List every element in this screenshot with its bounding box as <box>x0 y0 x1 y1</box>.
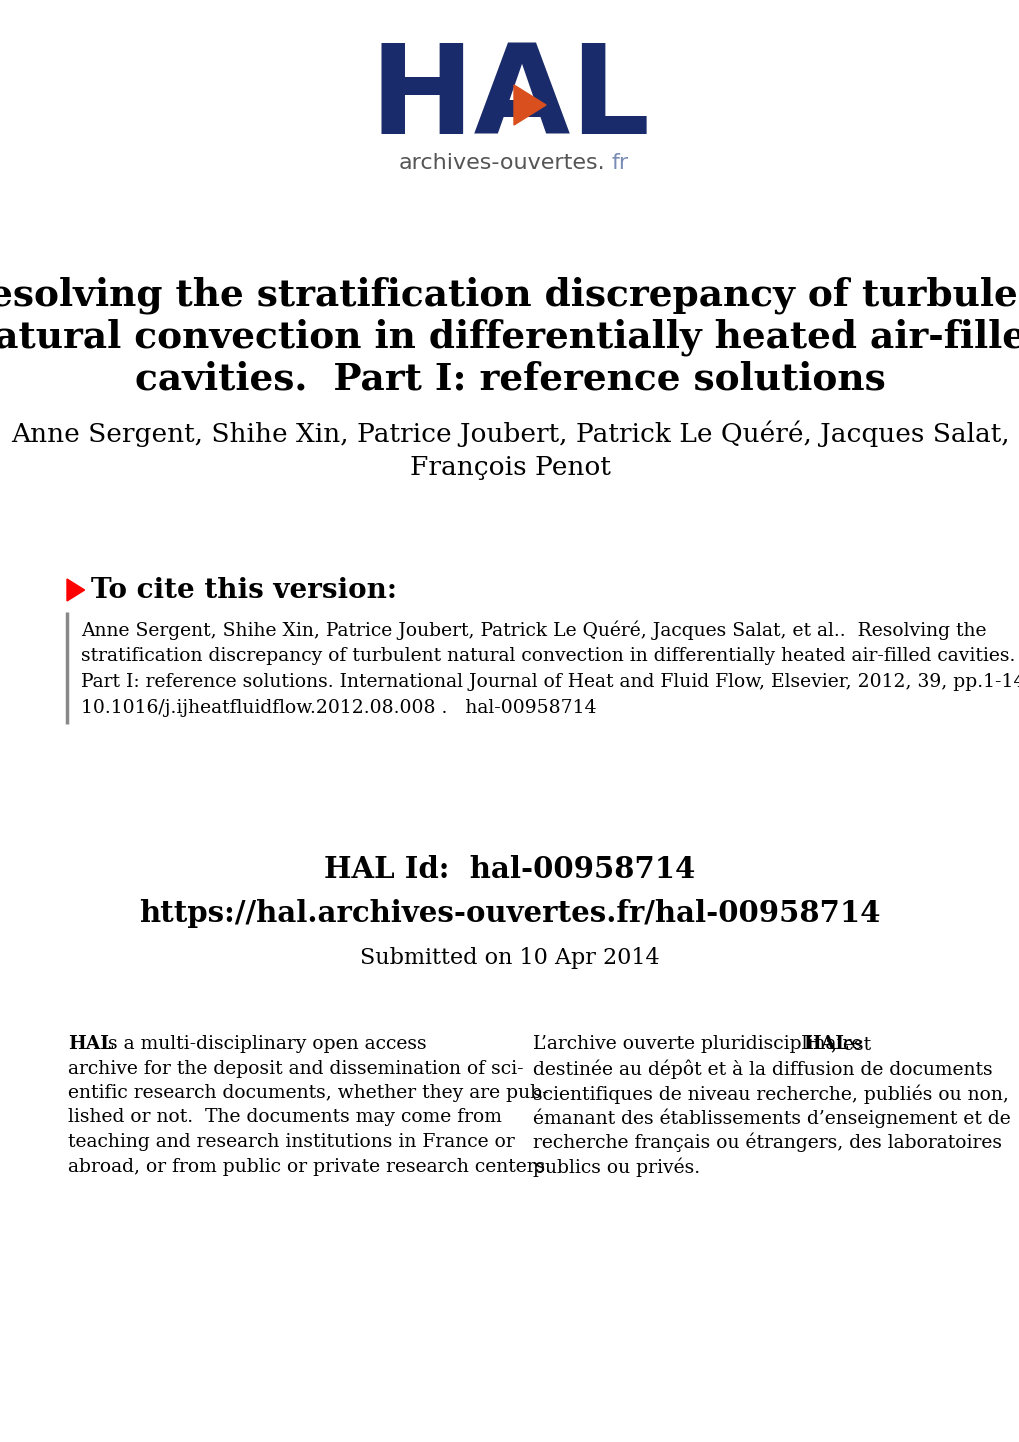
Text: destinée au dépôt et à la diffusion de documents: destinée au dépôt et à la diffusion de d… <box>533 1060 991 1079</box>
Text: cavities.  Part I: reference solutions: cavities. Part I: reference solutions <box>135 360 884 398</box>
Text: 10.1016/j.ijheatfluidflow.2012.08.008 .   hal-00958714: 10.1016/j.ijheatfluidflow.2012.08.008 . … <box>81 699 596 717</box>
Text: stratification discrepancy of turbulent natural convection in differentially hea: stratification discrepancy of turbulent … <box>81 647 1014 665</box>
Text: HAL Id:  hal-00958714: HAL Id: hal-00958714 <box>324 855 695 884</box>
Text: HAL: HAL <box>68 1035 113 1053</box>
Text: is a multi-disciplinary open access: is a multi-disciplinary open access <box>96 1035 427 1053</box>
Text: fr: fr <box>611 153 629 173</box>
Text: abroad, or from public or private research centers.: abroad, or from public or private resear… <box>68 1158 550 1175</box>
Text: Anne Sergent, Shihe Xin, Patrice Joubert, Patrick Le Quéré, Jacques Salat, et al: Anne Sergent, Shihe Xin, Patrice Joubert… <box>81 620 985 640</box>
Text: HAL: HAL <box>802 1035 847 1053</box>
Text: lished or not.  The documents may come from: lished or not. The documents may come fr… <box>68 1109 501 1126</box>
Text: François Penot: François Penot <box>410 456 609 480</box>
Text: émanant des établissements d’enseignement et de: émanant des établissements d’enseignemen… <box>533 1109 1010 1128</box>
Text: recherche français ou étrangers, des laboratoires: recherche français ou étrangers, des lab… <box>533 1133 1001 1152</box>
Polygon shape <box>67 580 85 601</box>
Text: scientifiques de niveau recherche, publiés ou non,: scientifiques de niveau recherche, publi… <box>533 1084 1008 1103</box>
Text: Anne Sergent, Shihe Xin, Patrice Joubert, Patrick Le Quéré, Jacques Salat,: Anne Sergent, Shihe Xin, Patrice Joubert… <box>10 421 1009 447</box>
Text: Resolving the stratification discrepancy of turbulent: Resolving the stratification discrepancy… <box>0 277 1019 314</box>
Polygon shape <box>514 85 545 125</box>
Text: archives-ouvertes.: archives-ouvertes. <box>398 153 604 173</box>
Text: teaching and research institutions in France or: teaching and research institutions in Fr… <box>68 1133 515 1151</box>
Text: entific research documents, whether they are pub-: entific research documents, whether they… <box>68 1084 548 1102</box>
Text: natural convection in differentially heated air-filled: natural convection in differentially hea… <box>0 319 1019 356</box>
Text: HAL: HAL <box>369 39 650 160</box>
Text: https://hal.archives-ouvertes.fr/hal-00958714: https://hal.archives-ouvertes.fr/hal-009… <box>140 900 879 929</box>
Text: Submitted on 10 Apr 2014: Submitted on 10 Apr 2014 <box>360 947 659 969</box>
Text: To cite this version:: To cite this version: <box>91 577 396 604</box>
Text: archive for the deposit and dissemination of sci-: archive for the deposit and disseminatio… <box>68 1060 523 1077</box>
Text: , est: , est <box>830 1035 870 1053</box>
Text: Part I: reference solutions. International Journal of Heat and Fluid Flow, Elsev: Part I: reference solutions. Internation… <box>81 673 1019 691</box>
Text: L’archive ouverte pluridisciplinaire: L’archive ouverte pluridisciplinaire <box>533 1035 867 1053</box>
Text: publics ou privés.: publics ou privés. <box>533 1158 699 1177</box>
